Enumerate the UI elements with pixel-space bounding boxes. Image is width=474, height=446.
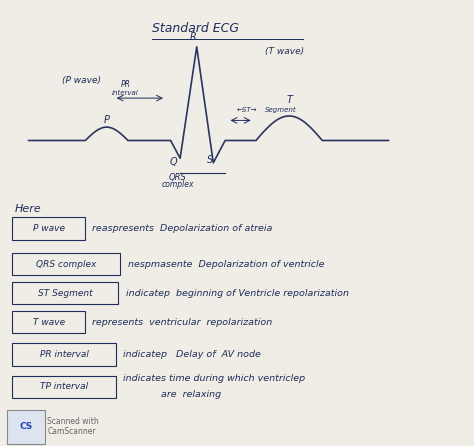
Text: S: S — [207, 155, 214, 165]
Text: nespmasente  Depolarization of ventricle: nespmasente Depolarization of ventricle — [128, 260, 325, 268]
Text: interval: interval — [112, 90, 139, 95]
Text: R: R — [190, 32, 197, 42]
Text: TP interval: TP interval — [40, 382, 88, 391]
Text: ST Segment: ST Segment — [38, 289, 92, 297]
Text: represents  ventricular  repolarization: represents ventricular repolarization — [92, 318, 273, 326]
Text: P wave: P wave — [33, 224, 64, 233]
Text: ←ST→: ←ST→ — [236, 107, 257, 113]
Text: P: P — [104, 115, 109, 124]
Text: Standard ECG: Standard ECG — [152, 22, 239, 36]
Text: CamScanner: CamScanner — [47, 427, 96, 436]
Text: (T wave): (T wave) — [265, 46, 304, 55]
Text: PR interval: PR interval — [39, 350, 89, 359]
Text: Here: Here — [14, 204, 41, 214]
Text: Scanned with: Scanned with — [47, 417, 99, 426]
Text: Segment: Segment — [265, 107, 297, 113]
Text: (P wave): (P wave) — [62, 76, 100, 85]
Text: QRS complex: QRS complex — [36, 260, 97, 268]
Text: indicates time during which ventriclep: indicates time during which ventriclep — [123, 374, 305, 383]
Text: CS: CS — [19, 422, 33, 431]
Text: Q: Q — [169, 157, 177, 167]
Text: T: T — [286, 95, 292, 104]
Text: are  relaxing: are relaxing — [161, 390, 221, 399]
Text: complex: complex — [162, 180, 194, 189]
FancyBboxPatch shape — [7, 410, 45, 444]
Text: T wave: T wave — [33, 318, 64, 326]
Text: PR: PR — [121, 80, 130, 89]
Text: indicatep  beginning of Ventricle repolarization: indicatep beginning of Ventricle repolar… — [126, 289, 348, 297]
Text: QRS: QRS — [169, 173, 187, 182]
Text: indicatep   Delay of  AV node: indicatep Delay of AV node — [123, 350, 261, 359]
Text: reaspresents  Depolarization of atreia: reaspresents Depolarization of atreia — [92, 224, 273, 233]
